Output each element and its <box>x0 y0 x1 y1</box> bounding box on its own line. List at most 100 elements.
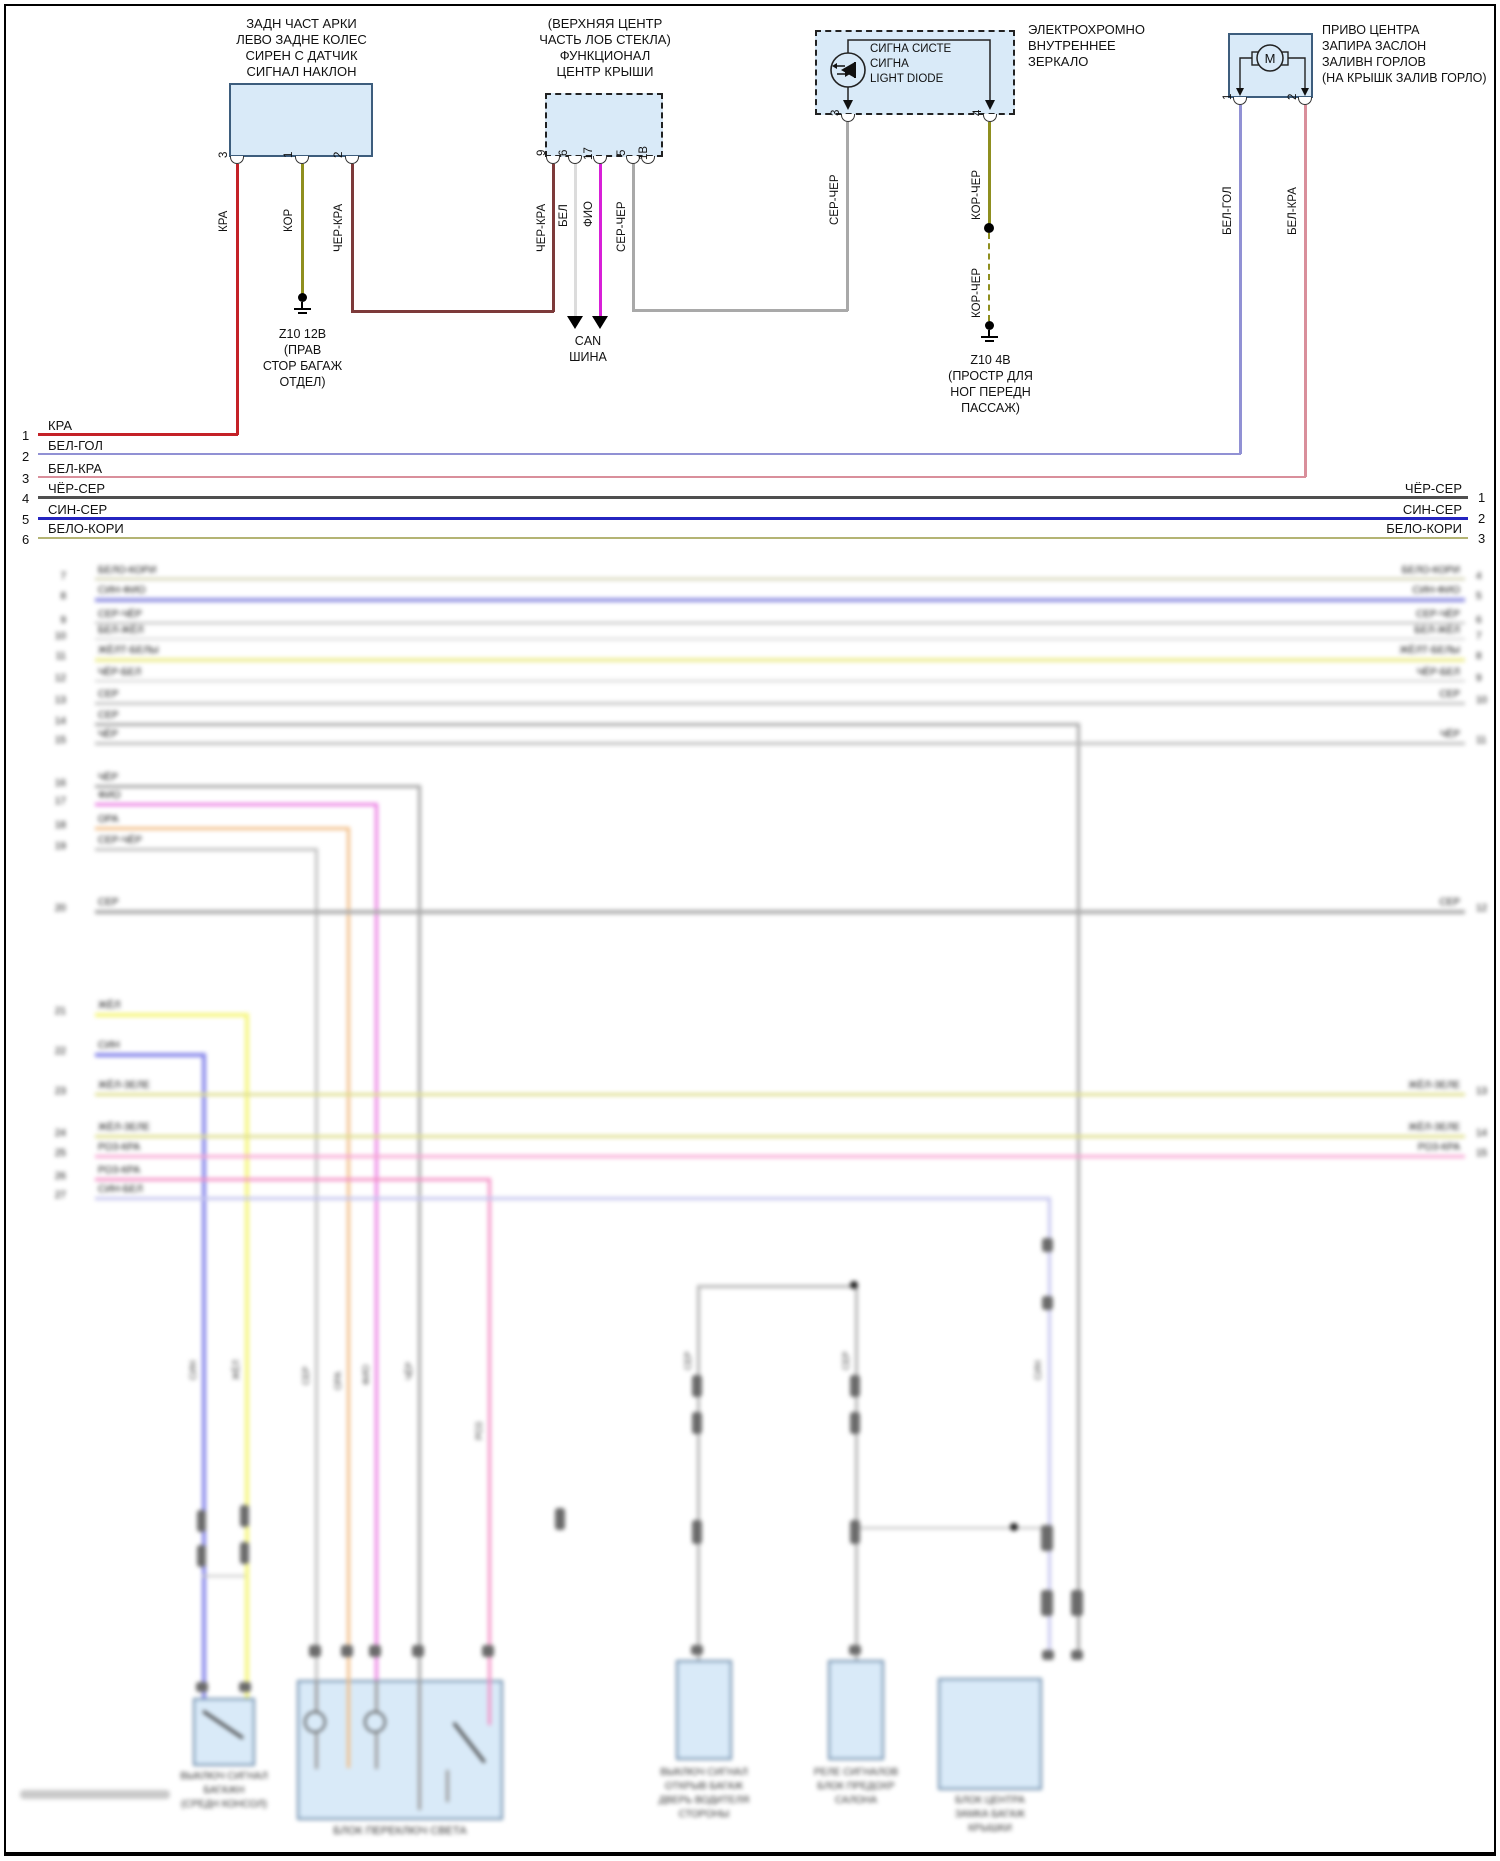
wire-label: СИН-ФИО <box>98 585 146 596</box>
blurred-mark <box>692 1520 702 1544</box>
wire-horizontal <box>95 622 1465 624</box>
wire-number: 6 <box>1476 615 1482 626</box>
svg-text:M: M <box>1265 51 1276 66</box>
wire-label: БЕЛ-ЖЁЛ <box>1414 625 1460 636</box>
wire-vertical <box>418 785 421 1690</box>
wire-number: 26 <box>54 1171 66 1182</box>
wire-label: СИН-ФИО <box>1412 585 1460 596</box>
wire-bel-kra-bus3 <box>38 476 1306 478</box>
box-caption: БЛОК ПЕРЕКЛЮЧ СВЕТА <box>333 1825 467 1837</box>
wire-fio <box>599 164 602 316</box>
bus-number: 2 <box>1478 511 1486 526</box>
wire-number: 11 <box>1476 735 1487 746</box>
wire-number: 13 <box>1476 1086 1488 1097</box>
bus-label: ЧЁР-СЕР <box>1404 481 1462 496</box>
wire-label: РОЗ-КРА <box>98 1165 141 1176</box>
wire-label: БЕЛ-КРА <box>1287 187 1299 235</box>
blurred-mark <box>1042 1296 1053 1310</box>
wire-label: СЕР <box>1439 689 1460 700</box>
mirror-inner-label: СИГНА СИСТЕ СИГНА LIGHT DIODE <box>870 43 952 85</box>
blurred-mark <box>482 1645 494 1657</box>
wire-number: 20 <box>54 903 66 914</box>
pin-number: 1 <box>1222 93 1234 100</box>
connector-box <box>193 1698 255 1766</box>
junction-dot <box>850 1281 858 1289</box>
wire-label: ЖЁЛТ-БЕЛЫ <box>1399 645 1460 656</box>
wire-kor-cher-dashed <box>988 233 990 321</box>
bus-number: 5 <box>22 512 30 527</box>
pin-number: 9 <box>536 149 548 156</box>
wire-label: СЕР-ЧЁР <box>616 201 628 253</box>
pin-number: 1 <box>283 151 295 158</box>
bus-label: БЕЛ-КРА <box>48 461 103 476</box>
wire-label: СЕР-ЧЁР <box>829 174 841 226</box>
can-arrow-icon <box>592 316 608 329</box>
blurred-mark <box>555 1508 565 1530</box>
wire-number: 12 <box>1476 903 1488 914</box>
bus-label: БЕЛО-КОРИ <box>1386 521 1462 536</box>
pin-number: 3 <box>830 109 842 116</box>
wire-label: ЖЁЛ-ЗЕЛЕ <box>98 1122 150 1133</box>
wire-horizontal <box>95 1155 1465 1158</box>
wire-link <box>202 1575 245 1577</box>
wire-number: 21 <box>54 1006 66 1017</box>
wire-number: 4 <box>1476 571 1482 582</box>
wire-tag: ЧЁР <box>404 1361 414 1380</box>
ground-note: (ПРАВ СТОР БАГАЖ ОТДЕЛ) <box>262 343 343 389</box>
bus-number: 1 <box>22 428 30 443</box>
wire-label: ЧЁР <box>1439 729 1460 740</box>
wire-sin-ser-bus5 <box>38 517 1468 520</box>
symbol-stroke <box>347 1680 350 1768</box>
page-border <box>4 4 1496 1856</box>
box-caption: БЛОК ЦЕНТРА ЗАМКА БАГАЖ КРЫШКИ <box>955 1795 1025 1834</box>
can-label-1: CAN <box>574 334 602 348</box>
wire-number: 17 <box>54 796 66 807</box>
ground-note: (ПРОСТР ДЛЯ НОГ ПЕРЕДН ПАССАЖ) <box>948 369 1033 415</box>
pin-number: 5 <box>616 149 628 156</box>
wire-bel-gol-v <box>1239 105 1242 454</box>
symbol-circle <box>304 1711 326 1733</box>
wire-horizontal <box>95 1053 202 1057</box>
wire-label: ЧЁР-БЕЛ <box>98 667 142 678</box>
wire-number: 15 <box>1476 1148 1488 1159</box>
box-caption: ВЫКЛЮЧ СИГНАЛ ОТКРЫВ БАГАЖ ДВЕРЬ ВОДИТЕЛ… <box>658 1767 750 1820</box>
connector-box <box>828 1660 884 1760</box>
wire-tag: СИН <box>188 1360 198 1380</box>
symbol-stroke <box>418 1680 421 1810</box>
wire-tag: ОРА <box>333 1371 343 1390</box>
pin-number: 17 <box>583 147 595 160</box>
wire-number: 16 <box>54 778 66 789</box>
wire-number: 18 <box>54 820 66 831</box>
wire-number: 19 <box>54 841 66 852</box>
wire-vertical <box>315 848 318 1690</box>
blurred-mark <box>691 1645 703 1655</box>
wire-label: БЕЛ-ГОЛ <box>1222 186 1234 235</box>
wire-horizontal <box>95 1178 488 1181</box>
wire-horizontal <box>95 803 375 806</box>
wire-link <box>697 1285 855 1288</box>
wire-number: 25 <box>54 1148 66 1159</box>
connector-box <box>676 1660 732 1760</box>
wire-label: ЖЁЛ <box>98 1000 121 1011</box>
junction-dot <box>984 223 994 233</box>
symbol-stroke <box>375 1733 378 1769</box>
blurred-mark <box>1041 1525 1053 1551</box>
pin-number: 4 <box>972 109 984 116</box>
bus-label: СИН-СЕР <box>48 502 108 517</box>
wire-label: БЕЛО-КОРИ <box>1401 565 1460 576</box>
blurred-mark <box>1071 1590 1083 1616</box>
wire-horizontal <box>95 1197 1048 1200</box>
wire-number: 8 <box>1476 651 1482 662</box>
wire-label: ЧЁР <box>98 772 119 783</box>
wire-ser-cher-h <box>632 309 848 312</box>
wire-horizontal <box>95 638 1465 640</box>
wire-cher-kra-h <box>351 310 554 313</box>
ground-name: Z10 12В <box>278 327 327 341</box>
wire-vertical <box>488 1178 491 1685</box>
wire-vertical <box>347 827 350 1690</box>
wire-kor <box>301 164 304 296</box>
siren-title: ЗАДН ЧАСТ АРКИ ЛЕВО ЗАДНЕ КОЛЕС СИРЕН С … <box>236 16 367 79</box>
symbol-stroke <box>315 1733 318 1769</box>
bus-label: БЕЛ-ГОЛ <box>48 438 103 453</box>
wire-label: ЧЁР-КРА <box>536 203 548 252</box>
